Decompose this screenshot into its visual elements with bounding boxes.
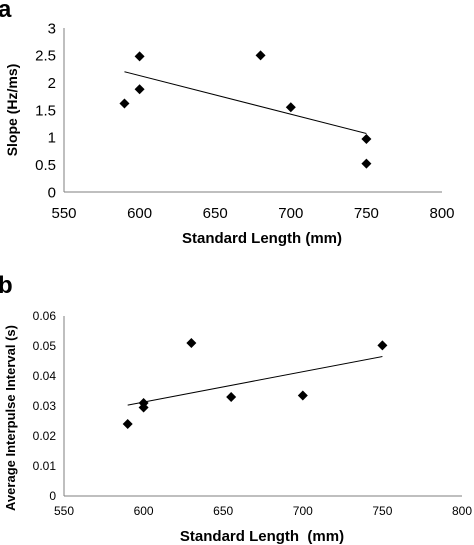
data-point-b <box>377 340 388 351</box>
x-tick-label-a: 600 <box>127 205 152 222</box>
x-tick-label-b: 650 <box>213 504 233 518</box>
y-tick-labels-b: 0 0.01 0.02 0.03 0.04 0.05 0.06 <box>33 309 57 503</box>
y-tick-labels-a: 0 0.5 1 1.5 2 2.5 3 <box>35 20 56 201</box>
x-tick-labels-b: 550 600 650 700 750 800 <box>54 504 472 518</box>
chart-panel-b: b 0 0.01 0.02 0.03 0.04 0.05 0.06 550 600 650 700… <box>0 272 472 545</box>
x-tick-label-a: 700 <box>278 205 303 222</box>
x-tick-label-a: 750 <box>354 205 379 222</box>
trendline-a <box>124 71 367 134</box>
y-tick-label-b: 0.05 <box>33 339 57 353</box>
x-tick-label-b: 700 <box>293 504 313 518</box>
y-tick-label-a: 2 <box>48 75 56 92</box>
data-point-a <box>361 158 372 169</box>
trendline-b <box>127 356 383 406</box>
x-tick-label-b: 800 <box>452 504 472 518</box>
trendline-segment-b <box>127 356 383 406</box>
y-tick-label-b: 0 <box>49 489 56 503</box>
data-point-b <box>122 419 133 429</box>
data-points-b <box>122 338 388 429</box>
x-axis-title-a: Standard Length (mm) <box>182 230 342 247</box>
panel-letter-b: b <box>0 272 13 299</box>
y-tick-label-a: 2.5 <box>35 48 56 65</box>
data-point-a <box>134 84 145 95</box>
trendline-segment-a <box>124 71 367 134</box>
y-tick-label-b: 0.06 <box>33 309 57 323</box>
y-tick-label-a: 3 <box>48 20 56 37</box>
panel-letter-a: a <box>0 0 12 23</box>
x-axis-title-b: Standard Length (mm) <box>180 528 344 545</box>
data-points-a <box>119 50 372 169</box>
y-tick-label-b: 0.02 <box>33 429 57 443</box>
data-point-b <box>297 390 308 401</box>
data-point-b <box>226 392 237 402</box>
y-axis-title-a: Slope (Hz/ms) <box>4 64 20 157</box>
y-tick-label-b: 0.01 <box>33 459 57 473</box>
y-tick-label-b: 0.04 <box>33 369 57 383</box>
y-tick-label-b: 0.03 <box>33 399 57 413</box>
data-point-b <box>186 338 197 348</box>
data-point-a <box>285 102 296 113</box>
x-tick-label-b: 600 <box>134 504 154 518</box>
data-point-a <box>361 133 372 144</box>
data-point-a <box>134 51 145 62</box>
x-tick-label-a: 550 <box>51 205 76 222</box>
data-point-b <box>138 398 149 408</box>
x-tick-labels-a: 550 600 650 700 750 800 <box>51 205 454 222</box>
x-tick-label-b: 550 <box>54 504 74 518</box>
y-tick-label-a: 1 <box>48 130 56 147</box>
data-point-a <box>119 98 130 109</box>
x-tick-label-a: 800 <box>429 205 454 222</box>
y-tick-label-a: 0 <box>48 184 56 201</box>
x-tick-label-a: 650 <box>203 205 228 222</box>
x-tick-label-b: 750 <box>372 504 392 518</box>
y-axis-title-b: Average Interpulse Interval (s) <box>3 325 18 511</box>
y-tick-label-a: 1.5 <box>35 102 56 119</box>
y-tick-label-a: 0.5 <box>35 157 56 174</box>
chart-panel-a: a 0 0.5 1 1.5 2 2.5 3 550 600 650 700 750 800 Stand… <box>0 0 455 247</box>
data-point-a <box>255 50 266 61</box>
